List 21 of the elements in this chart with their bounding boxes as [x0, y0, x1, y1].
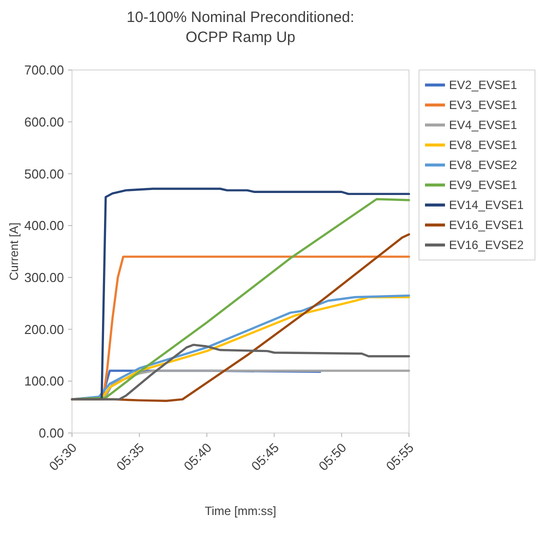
- legend-label: EV4_EVSE1: [449, 118, 518, 132]
- y-tick-label: 700.00: [24, 62, 64, 78]
- y-tick-label: 100.00: [24, 374, 64, 389]
- y-tick-label: 400.00: [24, 218, 64, 234]
- legend-label: EV9_EVSE1: [449, 178, 518, 192]
- legend-label: EV3_EVSE1: [449, 98, 518, 112]
- line-series: [70, 344, 410, 400]
- legend-label: EV2_EVSE1: [449, 78, 518, 92]
- x-axis-title: Time [mm:ss]: [204, 504, 276, 518]
- legend-label: EV8_EVSE1: [449, 138, 518, 152]
- y-tick-label: 600.00: [24, 114, 64, 130]
- legend-label: EV16_EVSE1: [449, 218, 524, 232]
- chart-title: 10-100% Nominal Preconditioned: OCPP Ramp Up: [126, 9, 354, 46]
- legend-label: EV16_EVSE2: [449, 238, 524, 252]
- y-tick-label: 300.00: [24, 270, 64, 285]
- legend-label: EV8_EVSE2: [449, 158, 518, 172]
- y-tick-label: 200.00: [24, 322, 64, 337]
- y-tick-label: 500.00: [24, 166, 64, 182]
- legend-label: EV14_EVSE1: [449, 198, 524, 212]
- y-axis-title: Current [A]: [7, 222, 21, 281]
- y-tick-label: 0.00: [38, 426, 64, 441]
